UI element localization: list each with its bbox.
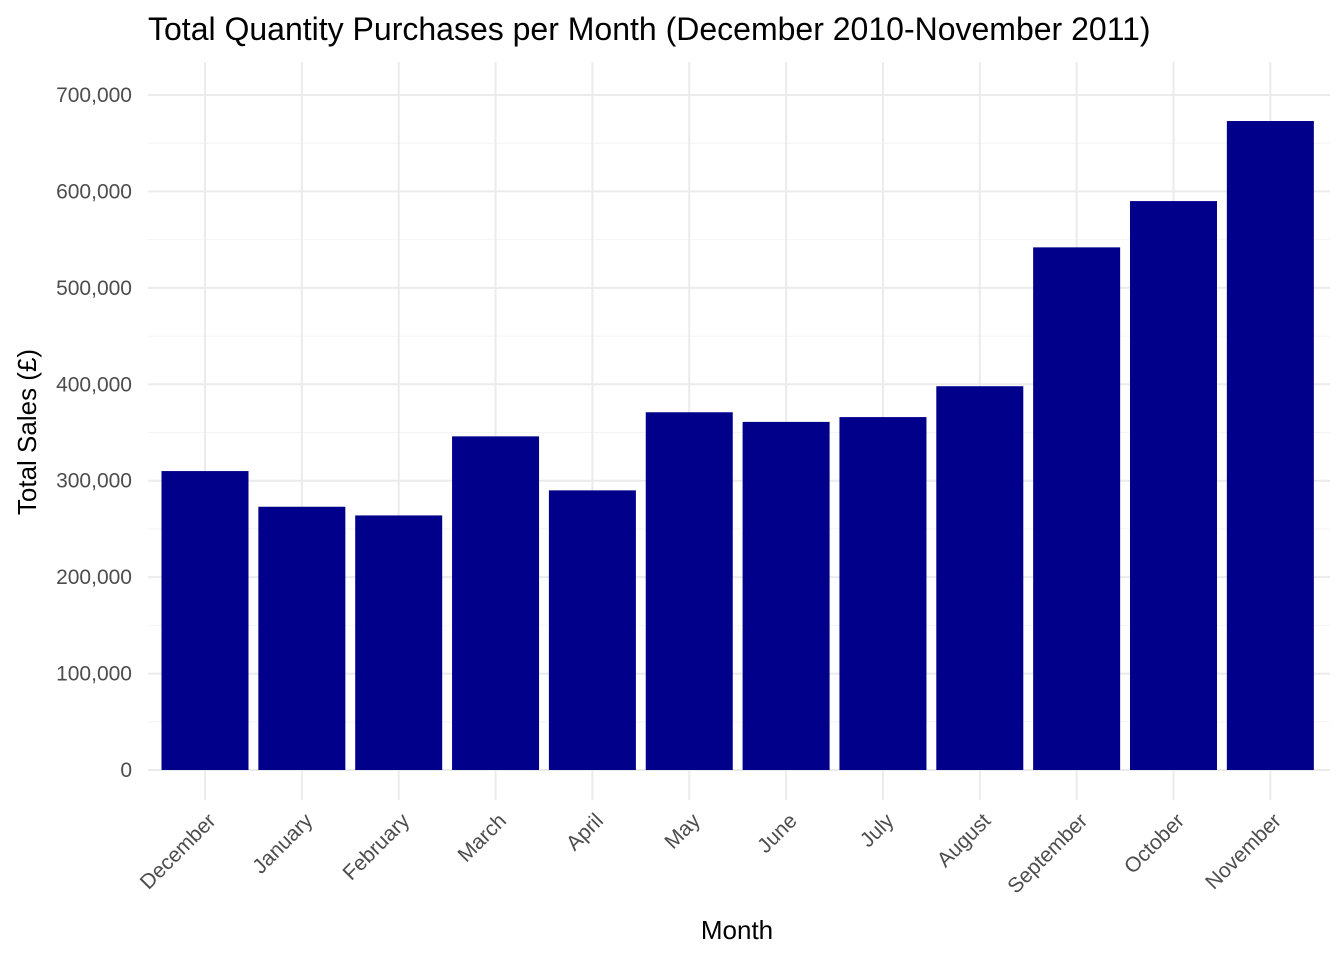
y-tick-label: 100,000 xyxy=(56,663,132,686)
bar-july xyxy=(839,417,927,770)
x-tick-label: March xyxy=(454,809,512,867)
y-tick-label: 600,000 xyxy=(56,180,132,203)
bar-april xyxy=(548,490,636,770)
bar-september xyxy=(1033,247,1121,770)
x-tick-label: July xyxy=(856,809,899,852)
bar-december xyxy=(161,471,249,770)
bar-november xyxy=(1226,121,1314,771)
y-axis-title: Total Sales (£) xyxy=(12,349,42,515)
y-tick-label: 700,000 xyxy=(56,84,132,107)
bar-october xyxy=(1130,201,1217,771)
bar-february xyxy=(355,515,443,770)
bar-june xyxy=(742,421,830,770)
y-tick-label: 500,000 xyxy=(56,277,132,300)
bar-august xyxy=(936,386,1024,770)
x-tick-label: August xyxy=(933,809,996,872)
x-axis-tick-labels: December January February March April May June… xyxy=(136,809,1286,898)
x-tick-label: November xyxy=(1201,809,1286,894)
bars xyxy=(161,121,1314,771)
bar-march xyxy=(452,436,540,770)
y-tick-label: 0 xyxy=(120,759,132,782)
x-tick-label: February xyxy=(339,809,415,885)
x-tick-label: October xyxy=(1120,809,1189,878)
y-tick-label: 300,000 xyxy=(56,470,132,493)
y-axis-tick-labels: 0 100,000 200,000 300,000 400,000 500,000 600,… xyxy=(56,84,132,782)
chart-title: Total Quantity Purchases per Month (Dece… xyxy=(148,11,1151,47)
x-tick-label: September xyxy=(1003,809,1092,898)
bar-january xyxy=(258,506,346,770)
x-axis-title: Month xyxy=(701,915,773,945)
y-tick-label: 400,000 xyxy=(56,373,132,396)
x-tick-label: April xyxy=(562,809,608,855)
x-tick-label: December xyxy=(136,809,221,894)
bar-may xyxy=(645,412,733,770)
x-tick-label: May xyxy=(660,809,705,854)
x-tick-label: June xyxy=(753,809,801,857)
x-tick-label: January xyxy=(248,809,317,878)
y-tick-label: 200,000 xyxy=(56,566,132,589)
